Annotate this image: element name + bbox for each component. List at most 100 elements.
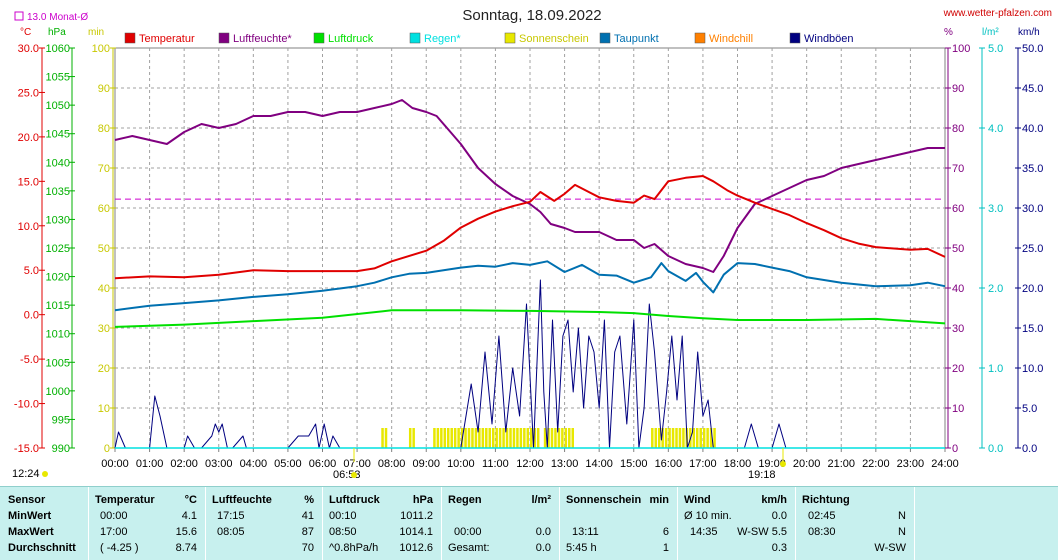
humidity-axis-tick-label: 30 (952, 323, 964, 335)
wind-axis-tick-label: 0.0 (1022, 443, 1037, 455)
website-label: www.wetter-pfalzen.com (943, 8, 1052, 19)
sunshine-bar (557, 428, 561, 448)
sunshine-bar (433, 428, 436, 448)
stats-header-luftdruck: Luftdruck (329, 494, 380, 506)
sun-axis-tick-label: 50 (98, 243, 110, 255)
pressure-axis-tick-label: 1040 (46, 157, 70, 169)
stats-cell: 70 (301, 542, 314, 554)
x-tick-label: 18:00 (724, 458, 752, 470)
sunshine-bar (495, 428, 498, 448)
monthly-avg-icon (14, 11, 24, 21)
wind-axis-tick-label: 15.0 (1022, 323, 1043, 335)
stats-row-label: Durchschnitt (8, 542, 76, 554)
chart-legend: Temperatur Luftfeuchte* Luftdruck Regen* Son… (124, 32, 854, 45)
monthly-avg-label: 13.0 Monat-Ø (27, 12, 88, 23)
temp-axis-tick-label: 0.0 (24, 310, 39, 322)
wind-axis-tick-label: 10.0 (1022, 363, 1043, 375)
sunshine-bar (661, 428, 664, 448)
stats-cell: 00:10 (329, 510, 357, 522)
legend-swatch (409, 32, 421, 44)
stats-cell: N (898, 526, 906, 538)
sunshine-bar (657, 428, 661, 448)
stats-col-temperatur: Temperatur °C 00:00 4.1 17:00 15.6 ( -4.… (89, 487, 206, 560)
stats-header-regen: Regen (448, 494, 482, 506)
sun-unit-label: min (88, 27, 104, 38)
temp-axis-tick-label: 25.0 (18, 87, 39, 99)
sunshine-bar (668, 428, 671, 448)
sunshine-bar (702, 428, 706, 448)
sunshine-bar (561, 428, 564, 448)
humidity-axis-tick-label: 50 (952, 243, 964, 255)
stats-header-richtung: Richtung (802, 494, 850, 506)
x-tick-label: 06:00 (309, 458, 337, 470)
x-tick-label: 12:00 (516, 458, 544, 470)
pressure-axis-tick-label: 1015 (46, 300, 70, 312)
series-lines (114, 99, 946, 449)
humidity-axis-tick-label: 90 (952, 83, 964, 95)
sunshine-bar (699, 428, 702, 448)
stats-cell: 0.0 (771, 510, 787, 522)
stats-cell: 6 (662, 526, 669, 538)
sunshine-bar (682, 428, 685, 448)
temp-axis-tick-label: 5.0 (24, 265, 39, 277)
sunshine-bar (478, 428, 481, 448)
temp-axis-tick-label: 15.0 (18, 176, 39, 188)
sunshine-bar (696, 428, 699, 448)
temp-axis-tick-label: 10.0 (18, 221, 39, 233)
y-axes: 30.0 25.0 20.0 15.0 10.0 5.0 0.0 -5.0 -10.0 -15.0… (14, 43, 1044, 455)
sunrise-sun-icon (351, 472, 357, 478)
sunshine-bar (564, 428, 568, 448)
temp-axis-tick-label: 30.0 (18, 43, 39, 55)
series-line-temperatur (114, 175, 946, 280)
sunshine-bar (554, 428, 557, 448)
pressure-axis-tick-label: 1020 (46, 272, 70, 284)
stats-cell: 87 (301, 526, 314, 538)
x-tick-label: 01:00 (136, 458, 164, 470)
sunshine-bar (485, 428, 488, 448)
stats-cell: 1011.2 (400, 510, 433, 522)
series-line-taupunkt (114, 260, 946, 312)
x-tick-label: 23:00 (897, 458, 925, 470)
sunshine-bar (505, 428, 509, 448)
wind-axis-tick-label: 30.0 (1022, 203, 1043, 215)
legend-swatch (313, 32, 325, 44)
legend-swatch (789, 32, 801, 44)
legend-label: Luftdruck (328, 33, 374, 45)
x-tick-label: 15:00 (620, 458, 648, 470)
sun-axis-tick-label: 10 (98, 403, 110, 415)
sunshine-bar (408, 428, 412, 448)
pressure-axis-tick-label: 1055 (46, 72, 70, 84)
stats-unit-luftfeuchte: % (304, 494, 314, 506)
wind-unit-label: km/h (1018, 27, 1040, 38)
stats-cell: 1 (662, 542, 669, 554)
pressure-axis-tick-label: 1050 (46, 100, 70, 112)
sunset-sun-icon (780, 461, 786, 467)
stats-header-wind: Wind (684, 494, 711, 506)
series-line-luftdruck (114, 309, 946, 328)
rain-axis-tick-label: 0.0 (988, 443, 1003, 455)
stats-header-temperatur: Temperatur (95, 494, 155, 506)
humidity-axis-tick-label: 20 (952, 363, 964, 375)
sunshine-bar (713, 428, 716, 448)
humidity-unit-label: % (944, 27, 953, 38)
sunshine-bar (512, 428, 516, 448)
stats-cell: Gesamt: (448, 542, 490, 554)
sun-axis-tick-label: 70 (98, 163, 110, 175)
x-tick-label: 02:00 (170, 458, 198, 470)
rain-axis-tick-label: 2.0 (988, 283, 1003, 295)
stats-cell: 02:45 (808, 510, 836, 522)
sunshine-bar (412, 428, 415, 448)
legend-label: Luftfeuchte* (233, 33, 292, 45)
legend-label: Windchill (709, 33, 753, 45)
temp-axis-tick-label: -15.0 (14, 443, 39, 455)
sunshine-bar (491, 428, 495, 448)
sunshine-bar (516, 428, 519, 448)
x-tick-label: 11:00 (482, 458, 509, 470)
sunshine-bar (450, 428, 453, 448)
sunshine-bar (536, 428, 540, 448)
sunshine-bar (440, 428, 443, 448)
stats-unit-regen: l/m² (531, 494, 551, 506)
legend-swatch (124, 32, 136, 44)
wind-axis-tick-label: 50.0 (1022, 43, 1043, 55)
pressure-axis-tick-label: 1035 (46, 186, 70, 198)
